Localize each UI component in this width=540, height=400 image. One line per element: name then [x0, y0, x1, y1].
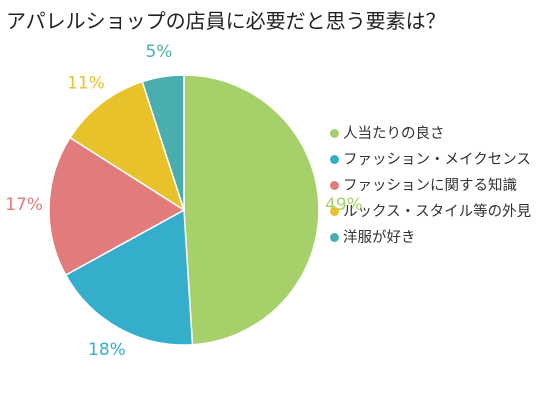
legend-item[interactable]: 洋服が好き [330, 228, 535, 248]
pie-data-labels: 49%18%17%11%5% [5, 42, 363, 360]
data-label: 5% [145, 42, 172, 62]
legend-marker [330, 129, 339, 138]
pie-slice[interactable] [48, 136, 186, 277]
legend-item[interactable]: ルックス・スタイル等の外見 [330, 202, 535, 222]
legend-label: ファッションに関する知識 [343, 178, 517, 194]
pie-slice[interactable] [68, 80, 186, 212]
legend-label: ファッション・メイクセンス [343, 152, 531, 168]
legend-marker [330, 207, 339, 216]
pie-slice[interactable] [64, 208, 194, 346]
legend-label: ルックス・スタイル等の外見 [343, 204, 532, 220]
legend-marker [330, 233, 339, 242]
pie-slice[interactable] [183, 74, 320, 346]
data-label: 11% [67, 74, 105, 94]
pie-slices [48, 74, 320, 346]
data-label: 17% [5, 195, 43, 215]
legend-item[interactable]: 人当たりの良さ [330, 124, 535, 144]
legend-marker [330, 181, 339, 190]
chart-legend: 人当たりの良さ ファッション・メイクセンス ファッションに関する知識 ルックス・… [330, 124, 535, 254]
pie-slice[interactable] [141, 74, 185, 211]
chart-title: アパレルショップの店員に必要だと思う要素は？ [6, 9, 446, 33]
data-label: 18% [88, 340, 126, 360]
legend-label: 人当たりの良さ [343, 126, 445, 142]
legend-item[interactable]: ファッション・メイクセンス [330, 150, 535, 170]
legend-item[interactable]: ファッションに関する知識 [330, 176, 535, 196]
legend-label: 洋服が好き [343, 230, 416, 246]
legend-marker [330, 155, 339, 164]
